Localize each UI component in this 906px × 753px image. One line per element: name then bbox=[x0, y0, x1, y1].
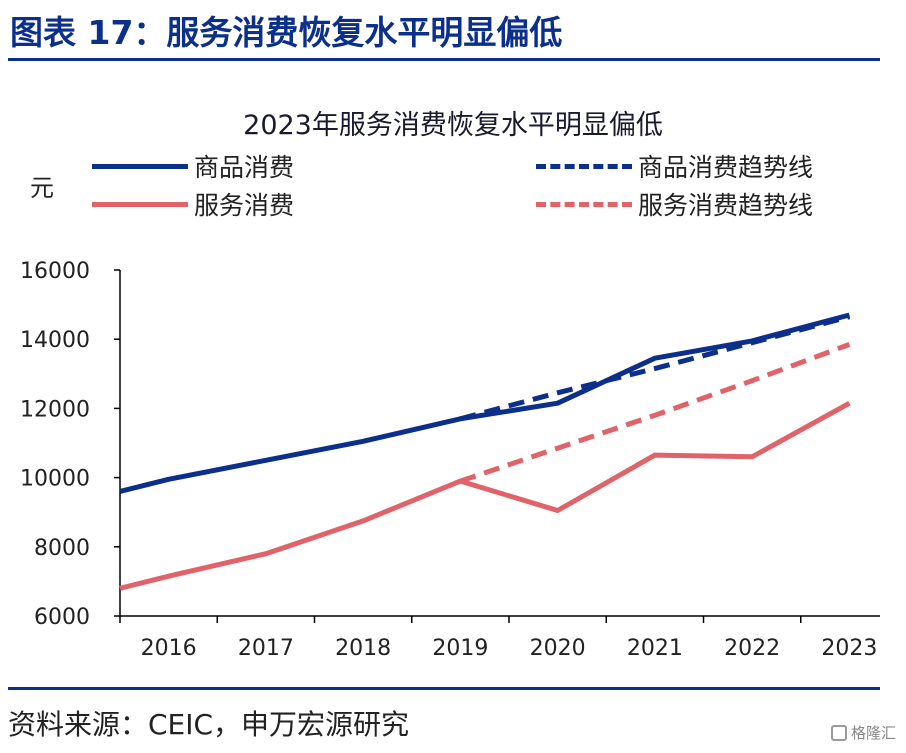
legend-swatch-services-trend bbox=[536, 201, 632, 207]
y-axis-unit: 元 bbox=[30, 174, 54, 202]
source-divider bbox=[8, 687, 880, 690]
watermark-logo-icon bbox=[830, 724, 847, 741]
legend-item-services-trend: 服务消费趋势线 bbox=[536, 186, 813, 222]
x-tick-label: 2019 bbox=[432, 636, 488, 661]
legend-label-goods: 商品消费 bbox=[194, 153, 295, 182]
legend-swatch-goods bbox=[92, 163, 188, 169]
legend-item-services: 服务消费 bbox=[92, 186, 294, 222]
title-divider bbox=[8, 58, 880, 61]
line-chart: 6000 8000 10000 12000 14000 16000 2016 2017 2018… bbox=[20, 259, 880, 661]
y-tick-label: 12000 bbox=[20, 397, 90, 422]
x-tick-label: 2020 bbox=[530, 636, 586, 661]
x-tick-label: 2021 bbox=[627, 636, 683, 661]
legend-label-services: 服务消费 bbox=[194, 191, 295, 220]
legend-item-goods: 商品消费 bbox=[92, 148, 294, 184]
chart-title: 2023年服务消费恢复水平明显偏低 bbox=[243, 110, 663, 141]
figure-title: 图表 17：服务消费恢复水平明显偏低 bbox=[10, 13, 563, 52]
x-tick-label: 2022 bbox=[724, 636, 780, 661]
x-tick-label: 2017 bbox=[238, 636, 294, 661]
legend-label-services-trend: 服务消费趋势线 bbox=[638, 191, 814, 220]
watermark: 格隆汇 bbox=[830, 722, 896, 743]
series-line-1 bbox=[459, 314, 851, 422]
watermark-text: 格隆汇 bbox=[850, 724, 896, 742]
y-tick-label: 14000 bbox=[20, 328, 90, 353]
y-tick-label: 8000 bbox=[34, 536, 90, 561]
y-tick-label: 16000 bbox=[20, 259, 90, 284]
y-tick-label: 10000 bbox=[20, 467, 90, 492]
legend-swatch-goods-trend bbox=[536, 163, 632, 169]
series-line-3 bbox=[459, 342, 851, 484]
legend-swatch-services bbox=[92, 201, 188, 207]
series-line-0 bbox=[119, 312, 851, 494]
legend-item-goods-trend: 商品消费趋势线 bbox=[536, 148, 813, 184]
series-line-2 bbox=[119, 401, 851, 591]
x-tick-label: 2016 bbox=[141, 636, 197, 661]
legend-label-goods-trend: 商品消费趋势线 bbox=[638, 153, 814, 182]
source-note: 资料来源：CEIC，申万宏源研究 bbox=[8, 708, 410, 741]
y-tick-label: 6000 bbox=[34, 605, 90, 630]
x-tick-label: 2018 bbox=[335, 636, 391, 661]
x-tick-label: 2023 bbox=[821, 636, 877, 661]
